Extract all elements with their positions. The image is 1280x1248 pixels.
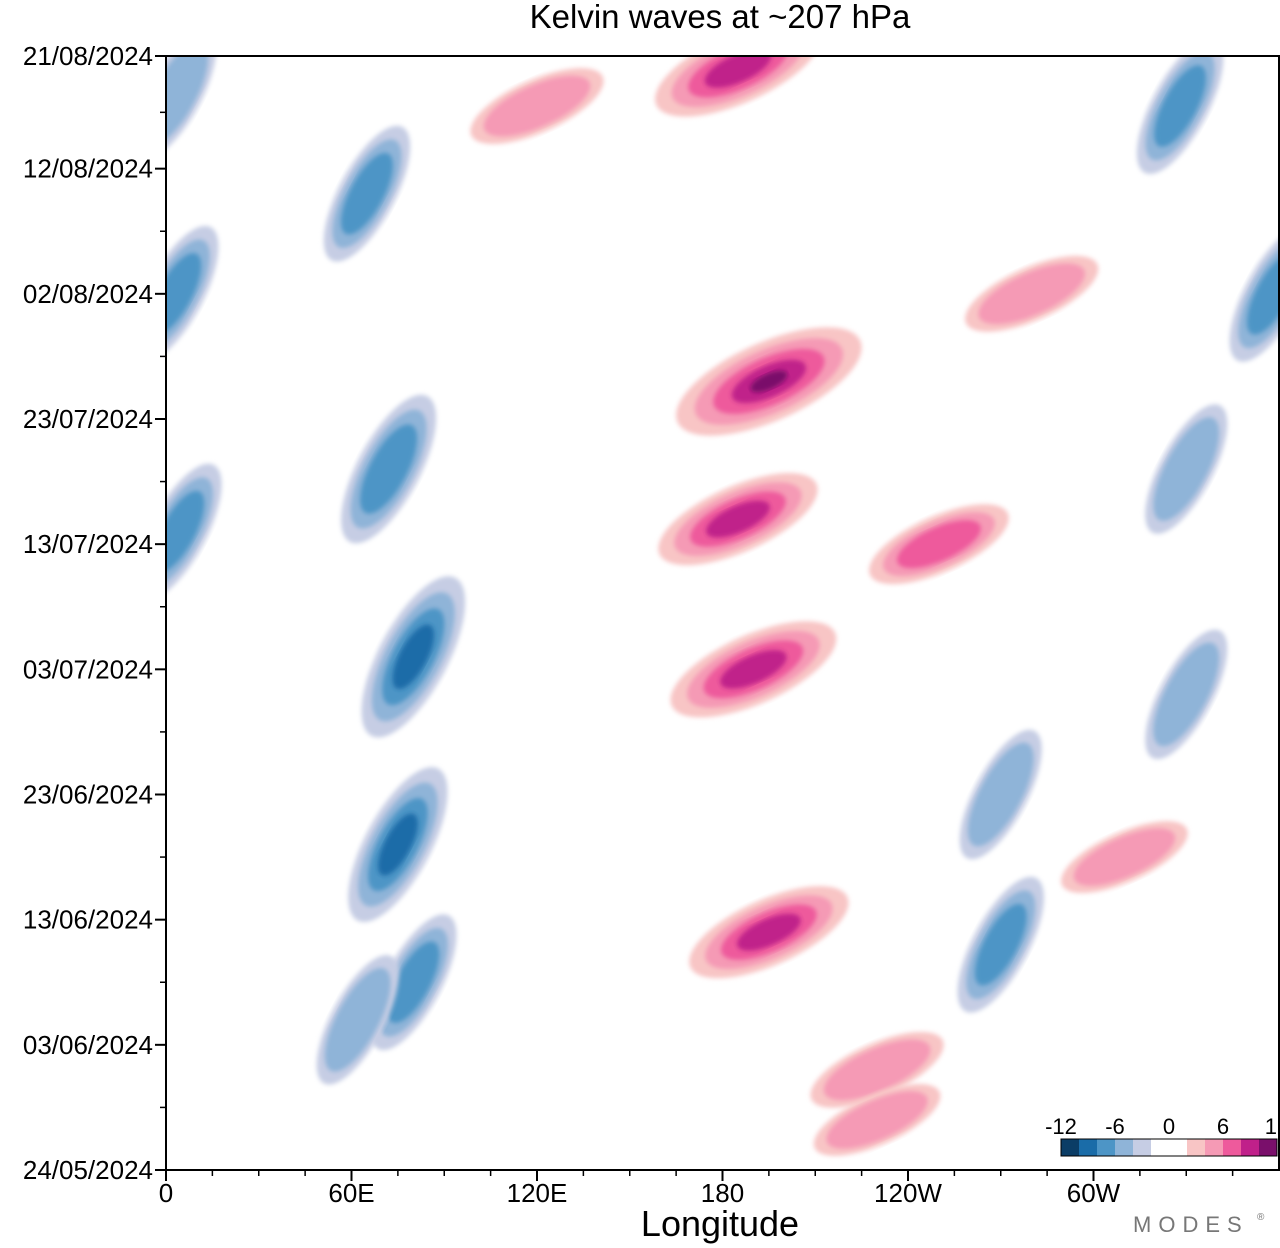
colorbar-swatch <box>1205 1139 1224 1156</box>
y-tick-label: 13/07/2024 <box>23 529 153 559</box>
colorbar-swatch <box>1259 1139 1278 1156</box>
anomaly-blob <box>810 1031 944 1108</box>
anomaly-contour <box>1153 417 1220 521</box>
anomaly-blob <box>655 56 821 117</box>
anomaly-blob <box>813 1084 941 1156</box>
colorbar-swatch <box>1241 1139 1260 1156</box>
anomaly-contour <box>324 967 391 1072</box>
anomaly-field <box>166 56 1279 1156</box>
colorbar-swatch <box>1151 1139 1170 1156</box>
colorbar-swatch <box>1097 1139 1116 1156</box>
modes-watermark: MODES <box>1133 1212 1249 1237</box>
anomaly-contour <box>720 650 787 689</box>
anomaly-contour <box>483 75 591 137</box>
anomaly-blob <box>658 473 818 566</box>
anomaly-contour <box>967 742 1034 847</box>
anomaly-blob <box>1136 56 1224 175</box>
anomaly-contour <box>823 1039 931 1101</box>
colorbar-swatch <box>1079 1139 1098 1156</box>
anomaly-blob <box>957 876 1044 1013</box>
anomaly-blob <box>1229 225 1279 362</box>
colorbar-swatch <box>1061 1139 1080 1156</box>
anomaly-contour <box>978 263 1085 325</box>
x-tick-label: 60W <box>1067 1178 1121 1208</box>
y-tick-label: 13/06/2024 <box>23 905 153 935</box>
anomaly-blob <box>361 576 466 738</box>
y-tick-label: 02/08/2024 <box>23 279 153 309</box>
anomaly-contour <box>974 903 1027 986</box>
anomaly-blob <box>1145 404 1228 534</box>
anomaly-blob <box>689 886 849 979</box>
anomaly-contour <box>166 56 209 146</box>
colorbar-tick-label: -6 <box>1105 1114 1125 1139</box>
y-tick-label: 24/05/2024 <box>23 1155 153 1185</box>
anomaly-blob <box>676 327 862 436</box>
x-axis: 0 60E 120E 180 120W 60W <box>159 1170 1234 1208</box>
colorbar-swatch <box>1133 1139 1152 1156</box>
x-tick-label: 0 <box>159 1178 173 1208</box>
colorbar: -12 -6 0 6 12 <box>1045 1114 1280 1157</box>
anomaly-contour <box>166 253 202 335</box>
colorbar-tick-label: 12 <box>1265 1114 1280 1139</box>
x-tick-label: 180 <box>701 1178 744 1208</box>
registered-mark: ® <box>1257 1212 1265 1223</box>
x-tick-label: 120E <box>507 1178 568 1208</box>
anomaly-contour <box>896 520 981 569</box>
anomaly-blob <box>370 914 457 1051</box>
anomaly-contour <box>360 424 418 514</box>
anomaly-blob <box>166 225 219 362</box>
colorbar-tick-label: 0 <box>1163 1114 1175 1139</box>
colorbar-frame <box>1060 1138 1278 1157</box>
anomaly-blob <box>959 729 1042 860</box>
chart-title: Kelvin waves at ~207 hPa <box>530 0 911 35</box>
colorbar-tick-label: 6 <box>1217 1114 1229 1139</box>
anomaly-contour <box>1154 65 1206 147</box>
anomaly-blob <box>316 955 399 1085</box>
y-tick-label: 03/07/2024 <box>23 654 153 684</box>
colorbar-tick-label: -12 <box>1045 1114 1077 1139</box>
anomaly-contour <box>387 941 440 1024</box>
anomaly-contour <box>826 1091 928 1149</box>
y-tick-label: 12/08/2024 <box>23 154 153 184</box>
anomaly-contour <box>1073 828 1176 886</box>
x-axis-label: Longitude <box>641 1203 799 1244</box>
anomaly-blob <box>348 767 448 923</box>
anomaly-contour <box>341 152 393 235</box>
anomaly-blob <box>869 504 1009 585</box>
anomaly-blob <box>341 394 437 544</box>
anomaly-contour <box>378 813 418 876</box>
y-tick-label: 21/08/2024 <box>23 41 153 71</box>
anomaly-contour <box>1153 642 1220 747</box>
y-tick-label: 03/06/2024 <box>23 1030 153 1060</box>
y-tick-label: 23/07/2024 <box>23 404 153 434</box>
colorbar-swatch <box>1223 1139 1242 1156</box>
anomaly-blob <box>323 125 411 262</box>
anomaly-blob <box>166 56 217 159</box>
x-tick-label: 120W <box>874 1178 942 1208</box>
colorbar-swatch <box>1115 1139 1134 1156</box>
anomaly-contour <box>1246 253 1279 335</box>
anomaly-contour <box>736 913 801 951</box>
anomaly-blob <box>470 68 604 145</box>
anomaly-contour <box>392 624 435 690</box>
colorbar-swatch <box>1169 1139 1188 1156</box>
y-axis: 24/05/2024 03/06/2024 13/06/2024 23/06/2024… <box>23 41 166 1185</box>
x-tick-label: 60E <box>328 1178 374 1208</box>
anomaly-blob <box>670 621 837 718</box>
anomaly-contour <box>706 500 770 538</box>
colorbar-swatch <box>1187 1139 1206 1156</box>
anomaly-blob <box>1145 629 1228 760</box>
anomaly-contour <box>704 56 772 88</box>
y-tick-label: 23/06/2024 <box>23 779 153 809</box>
anomaly-blob <box>166 463 222 600</box>
anomaly-contour <box>750 370 788 393</box>
anomaly-blob <box>1061 821 1188 893</box>
anomaly-contour <box>166 490 205 573</box>
anomaly-blob <box>965 255 1099 332</box>
